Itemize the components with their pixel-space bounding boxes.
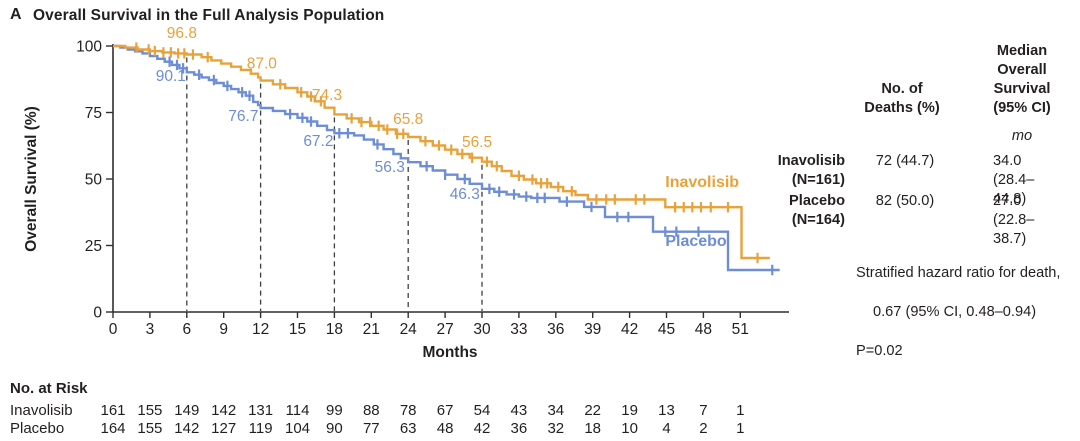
x-tick-label: 27 bbox=[436, 321, 453, 338]
figure-title: Overall Survival in the Full Analysis Po… bbox=[33, 7, 385, 24]
risk-value-inavolisib-m9: 142 bbox=[211, 402, 237, 419]
risk-value-inavolisib-m30: 54 bbox=[473, 402, 491, 419]
risk-value-placebo-m24: 63 bbox=[399, 420, 417, 437]
landmark-label-90.1: 90.1 bbox=[156, 68, 186, 85]
risk-value-placebo-m27: 48 bbox=[436, 420, 454, 437]
landmark-label-56.3: 56.3 bbox=[375, 159, 405, 176]
risk-value-inavolisib-m48: 7 bbox=[699, 402, 708, 419]
risk-value-placebo-m42: 10 bbox=[621, 420, 638, 437]
risk-value-placebo-m48: 2 bbox=[699, 420, 708, 437]
risk-value-inavolisib-m24: 78 bbox=[399, 402, 417, 419]
y-tick-label: 50 bbox=[85, 172, 103, 189]
months-unit-label: mo bbox=[1011, 128, 1033, 144]
y-tick-label: 75 bbox=[85, 105, 102, 122]
curve-label-placebo: Placebo bbox=[665, 233, 727, 250]
landmark-label-74.3: 74.3 bbox=[312, 87, 342, 104]
x-tick-label: 18 bbox=[326, 321, 343, 338]
landmark-label-76.7: 76.7 bbox=[228, 108, 258, 125]
hazard-ratio-note-line1: Stratified hazard ratio for death, bbox=[856, 264, 1061, 281]
x-tick-label: 9 bbox=[219, 321, 228, 338]
risk-value-placebo-m21: 77 bbox=[362, 420, 380, 437]
stats-row-label-inavolisib: Inavolisib (N=161) bbox=[777, 153, 845, 188]
risk-value-placebo-m6: 142 bbox=[174, 420, 200, 437]
x-tick-label: 48 bbox=[695, 321, 712, 338]
x-tick-label: 24 bbox=[400, 321, 418, 338]
risk-value-inavolisib-m0: 161 bbox=[100, 402, 126, 419]
x-axis-title: Months bbox=[422, 344, 478, 361]
x-tick-label: 42 bbox=[621, 321, 638, 338]
x-tick-label: 36 bbox=[547, 321, 564, 338]
x-tick-label: 0 bbox=[109, 321, 118, 338]
risk-value-placebo-m12: 119 bbox=[248, 420, 273, 437]
landmark-label-96.8: 96.8 bbox=[167, 25, 197, 42]
risk-value-inavolisib-m39: 22 bbox=[584, 402, 602, 419]
risk-value-placebo-m15: 104 bbox=[284, 420, 311, 437]
x-tick-label: 3 bbox=[146, 321, 155, 338]
risk-value-inavolisib-m3: 155 bbox=[137, 402, 163, 419]
x-tick-label: 30 bbox=[473, 321, 491, 338]
risk-value-placebo-m33: 36 bbox=[510, 420, 528, 437]
risk-value-inavolisib-m6: 149 bbox=[174, 402, 200, 419]
risk-value-inavolisib-m36: 34 bbox=[547, 402, 565, 419]
curve-label-inavolisib: Inavolisib bbox=[665, 174, 739, 191]
risk-value-inavolisib-m12: 131 bbox=[248, 402, 274, 419]
median-os-value-inavolisib: 34.0 (28.4–44.8) bbox=[993, 153, 1035, 207]
risk-value-placebo-m0: 164 bbox=[100, 420, 126, 437]
x-tick-label: 6 bbox=[182, 321, 191, 338]
hazard-ratio-note: Stratified hazard ratio for death, 0.67 … bbox=[856, 244, 1060, 381]
landmark-label-67.2: 67.2 bbox=[303, 133, 333, 150]
risk-value-placebo-m9: 127 bbox=[211, 420, 237, 437]
risk-table-heading: No. at Risk bbox=[10, 380, 88, 397]
landmark-label-65.8: 65.8 bbox=[393, 111, 423, 128]
risk-row-label-inavolisib: Inavolisib bbox=[10, 402, 73, 419]
risk-value-placebo-m45: 4 bbox=[662, 420, 671, 437]
risk-value-inavolisib-m33: 43 bbox=[510, 402, 528, 419]
risk-value-placebo-m30: 42 bbox=[473, 420, 491, 437]
median-os-value-placebo: 27.0 (22.8–38.7) bbox=[993, 193, 1035, 247]
y-tick-label: 0 bbox=[93, 305, 102, 322]
x-tick-label: 15 bbox=[289, 321, 306, 338]
deaths-column-header: No. of Deaths (%) bbox=[864, 81, 940, 116]
hazard-ratio-note-line2: 0.67 (95% CI, 0.48–0.94) bbox=[873, 303, 1037, 320]
risk-value-inavolisib-m18: 99 bbox=[326, 402, 343, 419]
risk-value-inavolisib-m27: 67 bbox=[436, 402, 454, 419]
panel-letter: A bbox=[10, 6, 22, 23]
landmark-label-46.3: 46.3 bbox=[450, 186, 480, 203]
y-tick-label: 25 bbox=[85, 238, 102, 255]
km-curve-inavolisib bbox=[113, 44, 770, 260]
x-tick-label: 21 bbox=[363, 321, 380, 338]
median-os-column-header: Median Overall Survival (95% CI) bbox=[993, 43, 1051, 116]
risk-value-placebo-m39: 18 bbox=[584, 420, 602, 437]
x-tick-label: 12 bbox=[252, 321, 269, 338]
risk-value-placebo-m36: 32 bbox=[547, 420, 565, 437]
deaths-value-placebo: 82 (50.0) bbox=[875, 193, 935, 209]
risk-value-inavolisib-m42: 19 bbox=[621, 402, 638, 419]
risk-value-placebo-m51: 1 bbox=[736, 420, 745, 437]
risk-value-inavolisib-m45: 13 bbox=[658, 402, 675, 419]
p-value: P=0.02 bbox=[856, 342, 903, 359]
risk-value-placebo-m18: 90 bbox=[326, 420, 343, 437]
risk-value-inavolisib-m51: 1 bbox=[736, 402, 745, 419]
y-tick-label: 100 bbox=[76, 39, 102, 56]
x-tick-label: 39 bbox=[584, 321, 601, 338]
x-tick-label: 51 bbox=[732, 321, 749, 338]
x-tick-label: 45 bbox=[658, 321, 675, 338]
landmark-label-87.0: 87.0 bbox=[247, 56, 278, 73]
km-curve-placebo bbox=[113, 44, 780, 272]
stats-row-label-placebo: Placebo (N=164) bbox=[789, 193, 845, 228]
risk-row-label-placebo: Placebo bbox=[10, 420, 65, 437]
x-tick-label: 33 bbox=[510, 321, 527, 338]
deaths-value-inavolisib: 72 (44.7) bbox=[875, 153, 935, 169]
landmark-label-56.5: 56.5 bbox=[462, 134, 492, 151]
risk-value-inavolisib-m21: 88 bbox=[362, 402, 380, 419]
risk-value-placebo-m3: 155 bbox=[137, 420, 163, 437]
y-axis-title: Overall Survival (%) bbox=[23, 106, 40, 252]
risk-value-inavolisib-m15: 114 bbox=[285, 402, 310, 419]
